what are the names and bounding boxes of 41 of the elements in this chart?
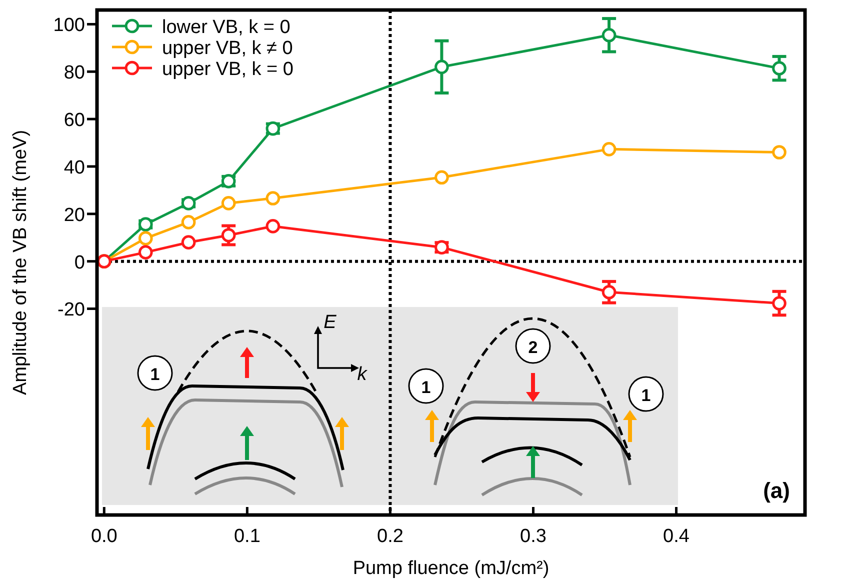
point bbox=[138, 217, 153, 232]
y-tick-label: 40 bbox=[64, 157, 85, 178]
annotation: (a) bbox=[763, 478, 790, 503]
point bbox=[221, 228, 236, 242]
point bbox=[138, 245, 153, 260]
y-tick-label: 0 bbox=[74, 252, 85, 274]
point bbox=[266, 219, 280, 234]
point bbox=[181, 235, 196, 250]
point bbox=[434, 60, 449, 74]
legend-label: lower VB, k = 0 bbox=[162, 17, 290, 38]
annotation: E bbox=[324, 312, 337, 333]
y-tick-label: 100 bbox=[53, 15, 85, 36]
point bbox=[772, 145, 786, 160]
legend-label: upper VB, k = 0 bbox=[162, 59, 294, 80]
annotation: k bbox=[357, 364, 368, 385]
point bbox=[221, 196, 236, 210]
x-tick-label: 0.4 bbox=[663, 526, 690, 547]
annotation: 1 bbox=[641, 386, 651, 405]
x-tick-label: 0.3 bbox=[520, 526, 546, 547]
point bbox=[138, 231, 153, 246]
y-tick-label: -20 bbox=[58, 300, 85, 321]
x-tick-label: 0.2 bbox=[377, 526, 404, 547]
point bbox=[772, 296, 786, 310]
annotation: 1 bbox=[150, 365, 160, 384]
point bbox=[772, 61, 786, 76]
annotation: 2 bbox=[528, 338, 538, 357]
legend-label: upper VB, k ≠ 0 bbox=[162, 38, 293, 59]
x-axis-title: Pump fluence (mJ/cm²) bbox=[352, 558, 550, 579]
y-tick-label: 80 bbox=[64, 62, 85, 84]
point bbox=[602, 142, 616, 156]
x-tick-label: 0.0 bbox=[90, 526, 118, 547]
point bbox=[434, 170, 449, 185]
x-tick-label: 0.1 bbox=[234, 526, 260, 547]
y-tick-label: 20 bbox=[64, 204, 85, 226]
y-axis-title: Amplitude of the VB shift (meV) bbox=[10, 130, 31, 396]
annotation: 1 bbox=[421, 378, 431, 397]
point bbox=[602, 28, 616, 42]
point bbox=[181, 215, 196, 230]
point bbox=[602, 284, 616, 300]
y-tick-label: 60 bbox=[64, 110, 85, 132]
point bbox=[266, 191, 280, 206]
